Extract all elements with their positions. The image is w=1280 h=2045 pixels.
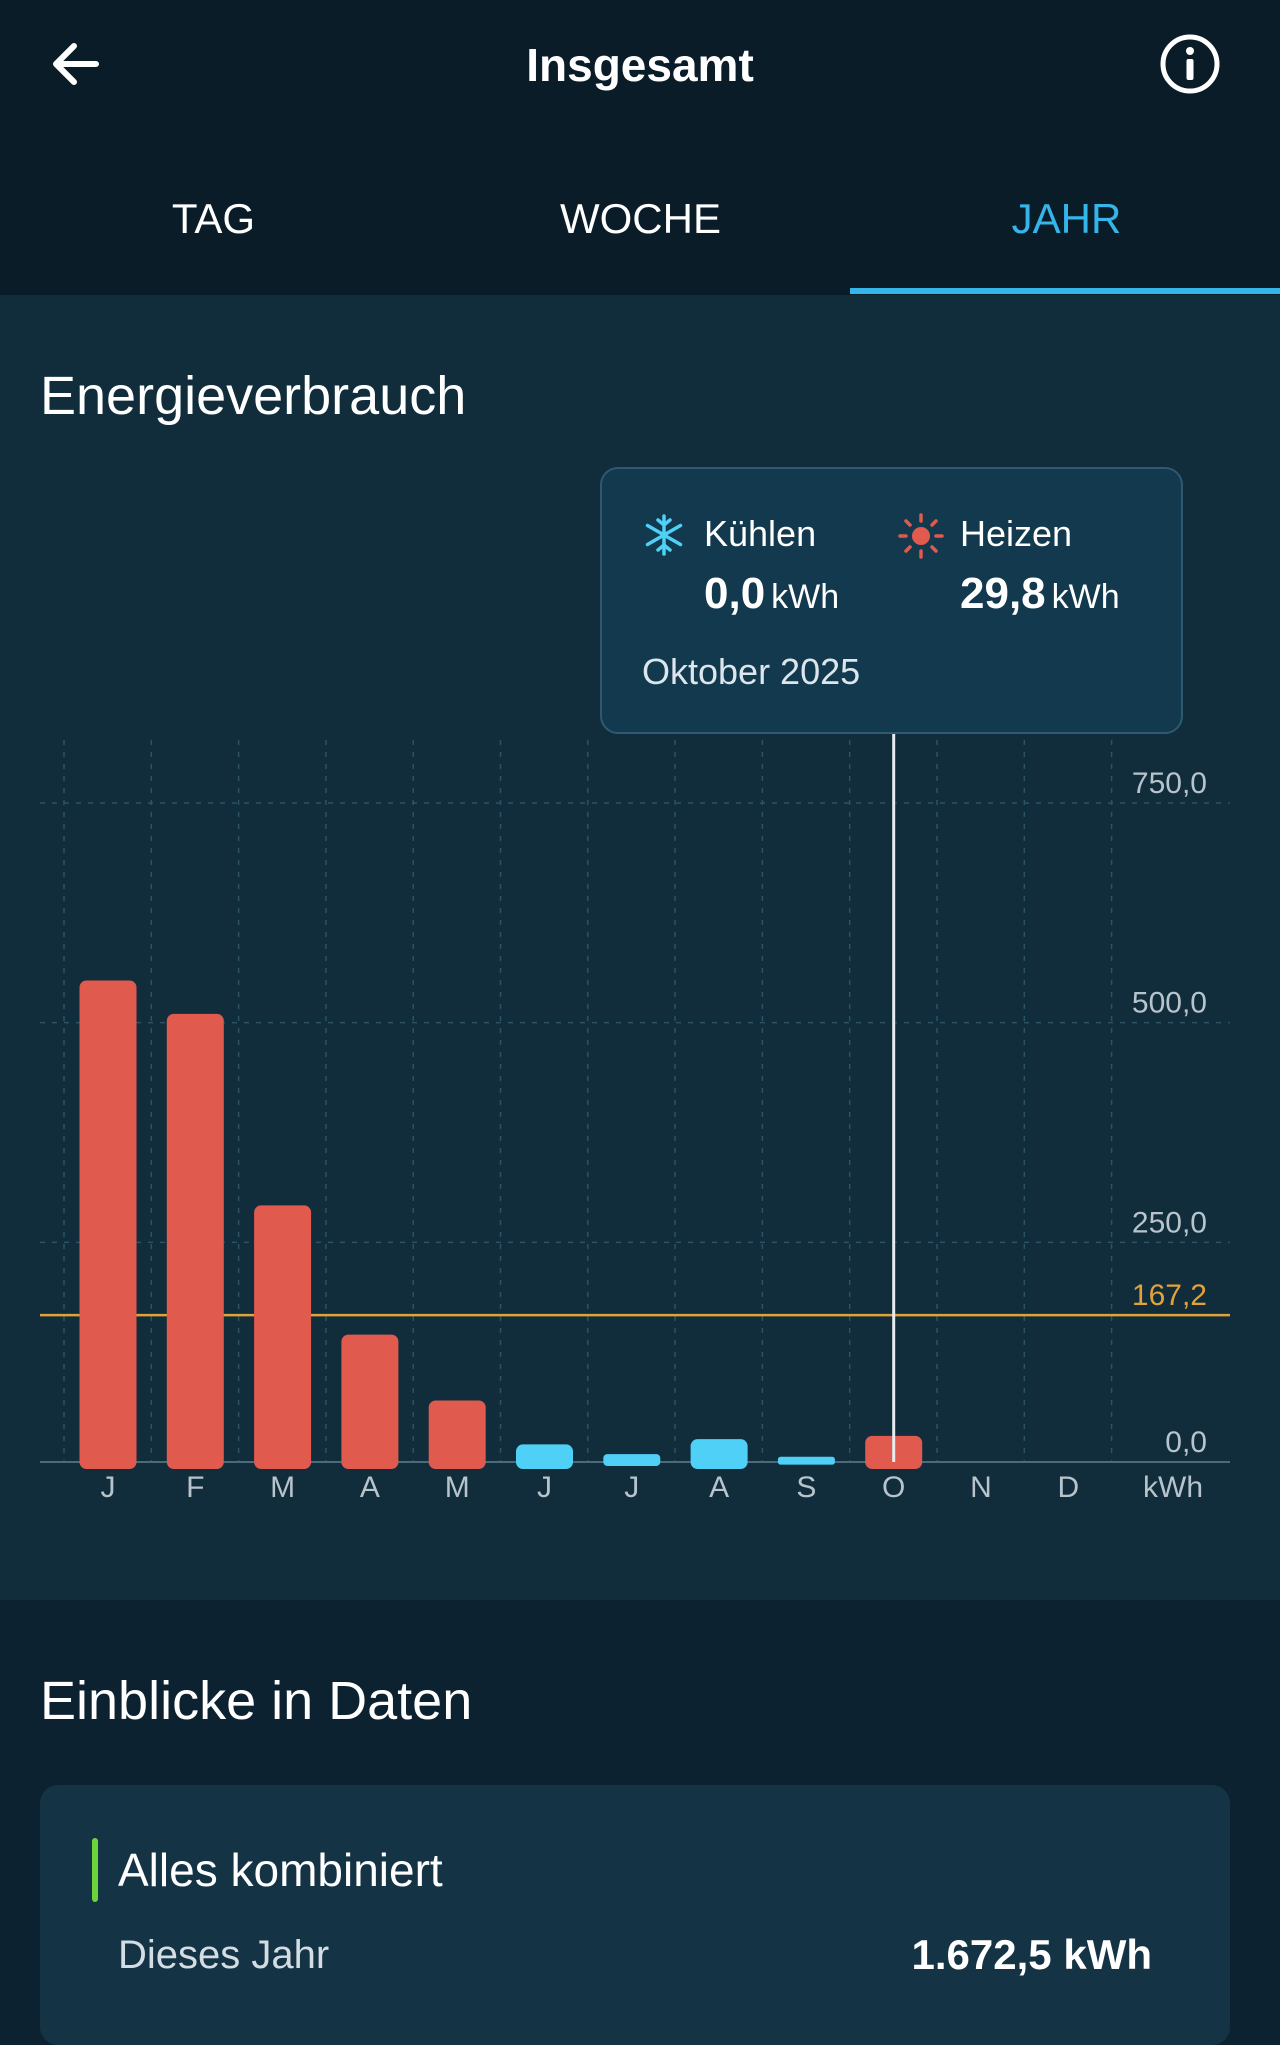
snowflake-icon [645, 514, 683, 556]
card-accent-bar [92, 1838, 98, 1902]
chart-bar [516, 1444, 573, 1469]
x-tick-label: A [709, 1471, 729, 1504]
tab-tag[interactable]: TAG [171, 195, 256, 242]
tooltip-date: Oktober 2025 [642, 651, 861, 692]
bar-shape [79, 980, 137, 1469]
unit-label: kWh [1143, 1471, 1203, 1504]
bar-shape [341, 1334, 399, 1469]
x-tick-label: O [882, 1471, 905, 1504]
x-tick-label: M [445, 1471, 470, 1504]
bar-shape [777, 1456, 835, 1465]
x-tick-label: N [970, 1471, 992, 1504]
chart-bar [166, 1013, 224, 1469]
info-icon [1160, 34, 1220, 94]
average-line-group: 167,2 [40, 1279, 1230, 1317]
heating-label: Heizen [960, 513, 1073, 554]
chart-bar [254, 1205, 312, 1469]
y-axis-labels: 750,0 500,0 250,0 0,0 [1132, 767, 1207, 1459]
cooling-value: 0,0 kWh [704, 569, 840, 618]
top-bar: Insgesamt TAG WOCHE JAHR [0, 0, 1280, 295]
active-tab-indicator [850, 288, 1280, 294]
cooling-label: Kühlen [704, 513, 817, 554]
x-tick-label: J [537, 1471, 552, 1504]
card-title: Alles kombiniert [118, 1844, 443, 1896]
chart-bars [79, 980, 923, 1469]
page-title: Insgesamt [526, 39, 754, 91]
tab-jahr[interactable]: JAHR [1011, 195, 1122, 242]
chart-grid [40, 740, 1230, 1463]
chart-bar [428, 1400, 486, 1469]
info-button[interactable] [1158, 32, 1222, 96]
tab-woche[interactable]: WOCHE [560, 195, 721, 242]
chart-bar [79, 980, 137, 1469]
x-tick-label: D [1057, 1471, 1079, 1504]
bar-shape [166, 1013, 224, 1469]
bar-shape [690, 1439, 748, 1469]
energy-section-title: Energieverbrauch [40, 366, 467, 426]
this-year-label: Dieses Jahr [118, 1933, 330, 1977]
x-tick-label: A [360, 1471, 380, 1504]
y-tick-label: 250,0 [1132, 1206, 1207, 1239]
chart-bar [690, 1439, 748, 1469]
bar-shape [428, 1400, 486, 1469]
bar-shape [254, 1205, 312, 1469]
chart-tooltip: Kühlen 0,0 kWh Heizen 29,8 kWh Oktober 202… [600, 467, 1183, 734]
bar-shape [516, 1444, 573, 1469]
average-label: 167,2 [1132, 1279, 1207, 1312]
x-tick-label: J [624, 1471, 639, 1504]
this-year-value: 1.672,5 kWh [911, 1931, 1152, 1978]
back-button[interactable] [40, 28, 112, 100]
sun-icon [898, 513, 944, 559]
arrow-left-icon [53, 43, 99, 85]
y-tick-label: 750,0 [1132, 767, 1207, 800]
insights-section-title: Einblicke in Daten [40, 1671, 473, 1731]
chart-bar [341, 1334, 399, 1469]
y-tick-label: 500,0 [1132, 987, 1207, 1020]
chart-bar [603, 1454, 661, 1466]
x-tick-label: M [270, 1471, 295, 1504]
x-tick-label: S [796, 1471, 816, 1504]
bar-shape [603, 1454, 661, 1466]
y-tick-label: 0,0 [1165, 1426, 1207, 1459]
insight-card[interactable]: Alles kombiniert Dieses Jahr 1.672,5 kWh [40, 1785, 1230, 2045]
chart-bar [777, 1456, 835, 1465]
x-tick-label: J [101, 1471, 116, 1504]
heating-value: 29,8 kWh [960, 569, 1120, 618]
x-tick-label: F [186, 1471, 204, 1504]
